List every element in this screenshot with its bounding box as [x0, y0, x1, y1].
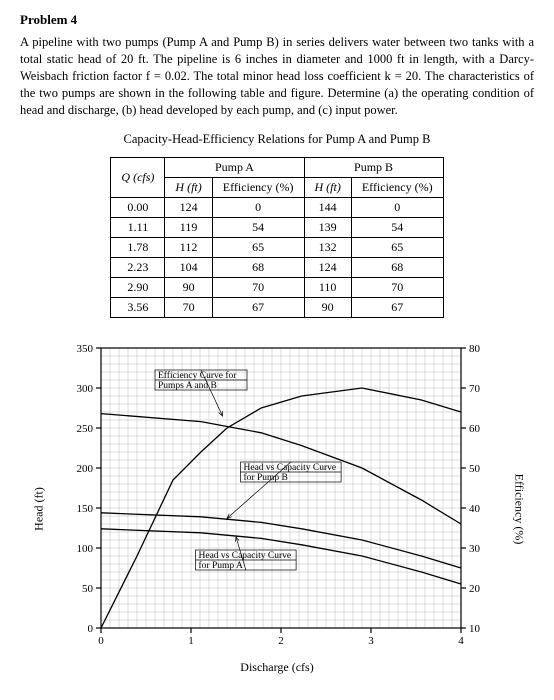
- table-cell: 132: [304, 238, 351, 258]
- sub-header: H (ft): [304, 178, 351, 198]
- svg-text:20: 20: [469, 583, 481, 595]
- table-cell: 70: [351, 278, 443, 298]
- table-row: 2.231046812468: [111, 258, 443, 278]
- chart-svg: 0123405010015020025030035010203040506070…: [67, 342, 491, 652]
- table-cell: 0: [212, 198, 304, 218]
- svg-text:150: 150: [77, 503, 94, 515]
- svg-text:250: 250: [77, 423, 94, 435]
- pump-table: Q (cfs) Pump A Pump B H (ft) Efficiency …: [110, 157, 443, 318]
- svg-text:300: 300: [77, 383, 94, 395]
- table-cell: 67: [351, 298, 443, 318]
- y2-axis-label: Efficiency (%): [512, 474, 527, 545]
- svg-text:0: 0: [98, 635, 104, 647]
- sub-header: H (ft): [165, 178, 212, 198]
- svg-text:1: 1: [188, 635, 194, 647]
- svg-text:350: 350: [77, 343, 94, 355]
- table-cell: 68: [351, 258, 443, 278]
- y-axis-label: Head (ft): [32, 487, 47, 531]
- svg-text:200: 200: [77, 463, 94, 475]
- table-cell: 104: [165, 258, 212, 278]
- table-cell: 70: [212, 278, 304, 298]
- table-cell: 1.11: [111, 218, 165, 238]
- table-row: 3.5670679067: [111, 298, 443, 318]
- table-cell: 65: [351, 238, 443, 258]
- q-header: Q (cfs): [111, 158, 165, 198]
- svg-text:Efficiency Curve for: Efficiency Curve for: [158, 370, 237, 381]
- table-cell: 119: [165, 218, 212, 238]
- group-b: Pump B: [304, 158, 443, 178]
- svg-text:100: 100: [77, 543, 94, 555]
- table-cell: 54: [212, 218, 304, 238]
- svg-text:40: 40: [469, 503, 481, 515]
- table-row: Q (cfs) Pump A Pump B: [111, 158, 443, 178]
- table-cell: 70: [165, 298, 212, 318]
- table-cell: 0.00: [111, 198, 165, 218]
- svg-text:Pumps A and B: Pumps A and B: [158, 381, 217, 391]
- table-cell: 139: [304, 218, 351, 238]
- svg-text:70: 70: [469, 383, 481, 395]
- svg-text:Head vs Capacity Curve: Head vs Capacity Curve: [244, 463, 337, 473]
- svg-text:for Pump B: for Pump B: [244, 472, 288, 483]
- svg-text:50: 50: [469, 463, 481, 475]
- table-cell: 124: [304, 258, 351, 278]
- svg-text:10: 10: [469, 623, 481, 635]
- table-cell: 90: [165, 278, 212, 298]
- table-cell: 112: [165, 238, 212, 258]
- table-body: 0.00124014401.1111954139541.781126513265…: [111, 198, 443, 318]
- table-row: 1.781126513265: [111, 238, 443, 258]
- table-cell: 68: [212, 258, 304, 278]
- table-cell: 2.23: [111, 258, 165, 278]
- svg-text:2: 2: [278, 635, 284, 647]
- svg-text:60: 60: [469, 423, 481, 435]
- chart: Head (ft) Efficiency (%) 012340501001502…: [67, 342, 487, 675]
- svg-text:3: 3: [368, 635, 374, 647]
- svg-text:80: 80: [469, 343, 481, 355]
- table-row: 0.0012401440: [111, 198, 443, 218]
- svg-text:50: 50: [82, 583, 94, 595]
- problem-title: Problem 4: [20, 12, 534, 28]
- table-cell: 54: [351, 218, 443, 238]
- table-cell: 124: [165, 198, 212, 218]
- table-caption: Capacity-Head-Efficiency Relations for P…: [20, 132, 534, 147]
- svg-text:for Pump A: for Pump A: [199, 560, 243, 571]
- table-cell: 90: [304, 298, 351, 318]
- group-a: Pump A: [165, 158, 304, 178]
- problem-statement: A pipeline with two pumps (Pump A and Pu…: [20, 34, 534, 118]
- svg-text:Head vs Capacity Curve: Head vs Capacity Curve: [199, 551, 292, 561]
- table-row: 2.90907011070: [111, 278, 443, 298]
- table-cell: 2.90: [111, 278, 165, 298]
- table-cell: 65: [212, 238, 304, 258]
- table-cell: 0: [351, 198, 443, 218]
- table-cell: 144: [304, 198, 351, 218]
- table-cell: 110: [304, 278, 351, 298]
- table-row: 1.111195413954: [111, 218, 443, 238]
- table-cell: 67: [212, 298, 304, 318]
- x-axis-label: Discharge (cfs): [67, 660, 487, 675]
- svg-text:30: 30: [469, 543, 481, 555]
- table-cell: 3.56: [111, 298, 165, 318]
- svg-text:4: 4: [458, 635, 464, 647]
- svg-text:0: 0: [88, 623, 94, 635]
- table-cell: 1.78: [111, 238, 165, 258]
- sub-header: Efficiency (%): [212, 178, 304, 198]
- sub-header: Efficiency (%): [351, 178, 443, 198]
